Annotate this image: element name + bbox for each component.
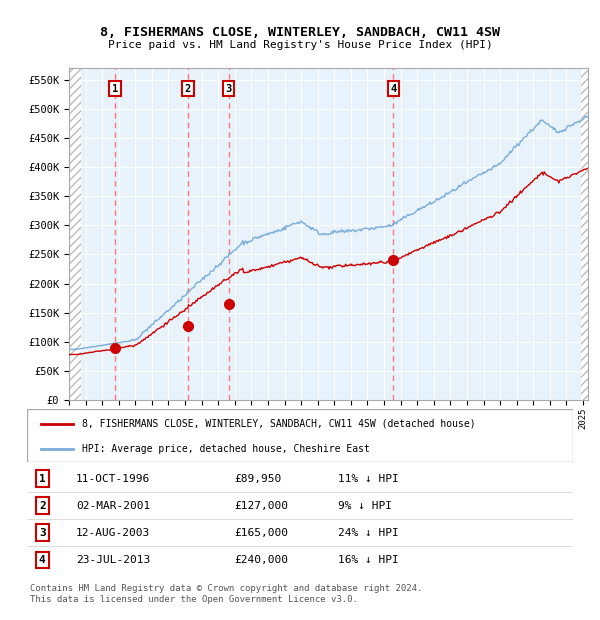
Text: £89,950: £89,950 bbox=[235, 474, 282, 484]
Text: Contains HM Land Registry data © Crown copyright and database right 2024.
This d: Contains HM Land Registry data © Crown c… bbox=[30, 584, 422, 604]
Text: 24% ↓ HPI: 24% ↓ HPI bbox=[338, 528, 399, 538]
Text: £240,000: £240,000 bbox=[235, 555, 289, 565]
Text: 11% ↓ HPI: 11% ↓ HPI bbox=[338, 474, 399, 484]
Text: 3: 3 bbox=[226, 84, 232, 94]
Text: 8, FISHERMANS CLOSE, WINTERLEY, SANDBACH, CW11 4SW: 8, FISHERMANS CLOSE, WINTERLEY, SANDBACH… bbox=[100, 26, 500, 38]
Text: HPI: Average price, detached house, Cheshire East: HPI: Average price, detached house, Ches… bbox=[82, 444, 370, 454]
Text: 4: 4 bbox=[390, 84, 397, 94]
Text: 11-OCT-1996: 11-OCT-1996 bbox=[76, 474, 151, 484]
Text: 3: 3 bbox=[39, 528, 46, 538]
Text: 16% ↓ HPI: 16% ↓ HPI bbox=[338, 555, 399, 565]
Text: 9% ↓ HPI: 9% ↓ HPI bbox=[338, 501, 392, 511]
Text: 23-JUL-2013: 23-JUL-2013 bbox=[76, 555, 151, 565]
Text: 4: 4 bbox=[39, 555, 46, 565]
FancyBboxPatch shape bbox=[27, 409, 573, 462]
Text: 2: 2 bbox=[39, 501, 46, 511]
Text: 02-MAR-2001: 02-MAR-2001 bbox=[76, 501, 151, 511]
Text: 8, FISHERMANS CLOSE, WINTERLEY, SANDBACH, CW11 4SW (detached house): 8, FISHERMANS CLOSE, WINTERLEY, SANDBACH… bbox=[82, 419, 475, 429]
Text: Price paid vs. HM Land Registry's House Price Index (HPI): Price paid vs. HM Land Registry's House … bbox=[107, 40, 493, 50]
Text: 1: 1 bbox=[39, 474, 46, 484]
Text: 12-AUG-2003: 12-AUG-2003 bbox=[76, 528, 151, 538]
Text: 1: 1 bbox=[112, 84, 118, 94]
Text: £127,000: £127,000 bbox=[235, 501, 289, 511]
Text: 2: 2 bbox=[185, 84, 191, 94]
Text: £165,000: £165,000 bbox=[235, 528, 289, 538]
